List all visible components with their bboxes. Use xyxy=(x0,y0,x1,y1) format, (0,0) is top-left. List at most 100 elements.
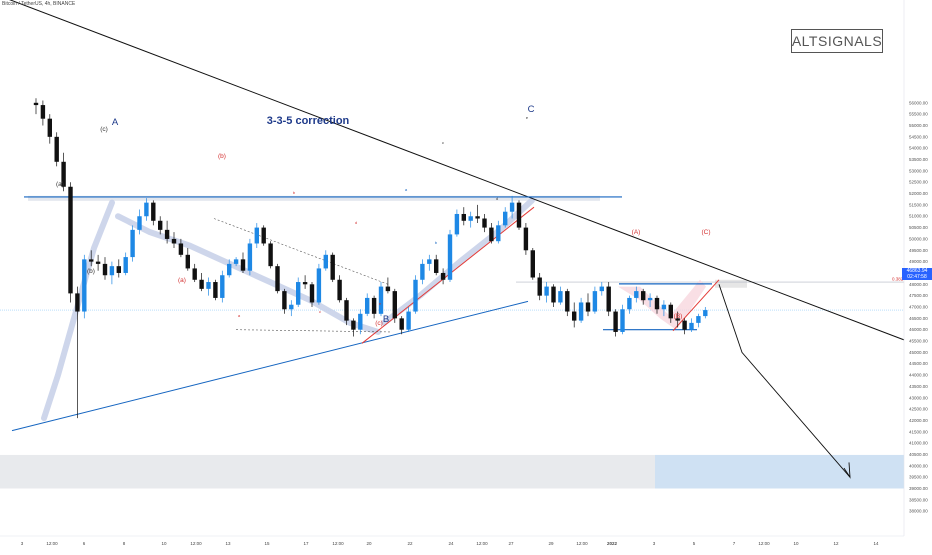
candle-body xyxy=(371,297,377,314)
candle-body xyxy=(392,291,397,319)
time-tick-label: 14 xyxy=(873,541,879,546)
candle-body xyxy=(641,291,646,301)
candle-body xyxy=(344,300,349,321)
time-tick-label: 27 xyxy=(508,541,514,546)
price-tick-label: 41500.00 xyxy=(909,429,928,434)
price-tick-label: 38000.00 xyxy=(909,509,928,514)
price-tick-label: 50500.00 xyxy=(909,225,928,230)
altsignals-logo: ALTSIGNALS xyxy=(791,29,883,53)
time-tick-label: 12 xyxy=(833,541,839,546)
candle-body xyxy=(275,266,280,292)
time-tick-label: 3 xyxy=(653,541,656,546)
c-target-box xyxy=(715,279,747,288)
candle-body xyxy=(213,282,218,298)
time-tick-label: 8 xyxy=(123,541,126,546)
candle-body xyxy=(606,286,611,312)
candle-body xyxy=(316,268,322,303)
time-tick-label: 20 xyxy=(366,541,372,546)
price-tick-label: 54500.00 xyxy=(909,134,928,139)
minor-wave-label: c xyxy=(319,309,321,314)
price-tick-label: 38500.00 xyxy=(909,497,928,502)
fib-level-label: 0.382 xyxy=(892,277,904,282)
wave-b-highlight xyxy=(115,213,381,335)
candle-body xyxy=(434,259,439,273)
price-tick-label: 42000.00 xyxy=(909,418,928,423)
candle-body xyxy=(613,311,618,332)
price-tick-label: 52000.00 xyxy=(909,191,928,196)
candle-body xyxy=(558,291,563,303)
candle-body xyxy=(689,322,694,330)
time-tick-label: 15 xyxy=(264,541,270,546)
time-tick-label: 17 xyxy=(303,541,309,546)
candle-body xyxy=(696,316,701,323)
time-tick-label: 6 xyxy=(83,541,86,546)
candle-body xyxy=(282,291,287,310)
time-tick-label: 7 xyxy=(733,541,736,546)
candle-body xyxy=(178,243,184,255)
candle-body xyxy=(40,105,46,119)
candle-body xyxy=(199,279,204,289)
time-tick-label: 12:00 xyxy=(46,541,58,546)
candle-body xyxy=(116,266,121,273)
candle-body xyxy=(227,263,232,276)
time-tick-label: 13 xyxy=(225,541,231,546)
candle-body xyxy=(330,254,335,280)
minor-wave-label: d xyxy=(355,220,357,225)
price-tick-label: 47500.00 xyxy=(909,293,928,298)
price-tick-label: 41000.00 xyxy=(909,441,928,446)
time-tick-label: 12:00 xyxy=(332,541,344,546)
time-tick-label: 12:00 xyxy=(190,541,202,546)
time-tick-label: 2022 xyxy=(607,541,618,546)
candle-body xyxy=(592,291,598,312)
price-tick-label: 44500.00 xyxy=(909,361,928,366)
wave-c-highlight xyxy=(381,197,535,326)
candle-body xyxy=(523,227,529,251)
candle-body xyxy=(144,202,149,217)
candle-body xyxy=(365,297,370,314)
candle-body xyxy=(496,225,501,242)
correction-title: 3-3-5 correction xyxy=(267,115,350,127)
candle-body xyxy=(268,243,273,267)
candle-body xyxy=(171,238,177,244)
minor-wave-label: a xyxy=(405,187,408,192)
sub-wave-label: (A) xyxy=(632,229,641,236)
time-tick-label: 12:00 xyxy=(476,541,488,546)
price-tick-label: 39000.00 xyxy=(909,486,928,491)
time-tick-label: 10 xyxy=(161,541,167,546)
candle-body xyxy=(351,320,356,330)
time-tick-label: 24 xyxy=(448,541,454,546)
red-c-line xyxy=(672,279,720,332)
price-tick-label: 45500.00 xyxy=(909,339,928,344)
last-price-value: 46863.94 xyxy=(906,268,928,274)
price-tick-label: 40000.00 xyxy=(909,463,928,468)
candle-body xyxy=(509,202,515,212)
major-wave-label: C xyxy=(528,104,535,115)
candle-body xyxy=(61,161,66,187)
price-tick-label: 46500.00 xyxy=(909,316,928,321)
candle-body xyxy=(565,291,570,312)
candle-body xyxy=(192,268,197,280)
sub-wave-label: (B) xyxy=(674,313,683,320)
candle-body xyxy=(461,213,466,221)
candle-body xyxy=(620,309,625,332)
candle-body xyxy=(185,254,190,269)
projection-arrowhead xyxy=(843,462,851,479)
candle-body xyxy=(585,302,591,312)
price-tick-label: 55500.00 xyxy=(909,112,928,117)
minor-wave-label: c xyxy=(442,140,444,145)
candle-body xyxy=(427,259,432,264)
last-price-countdown: 02:47:58 xyxy=(907,274,927,280)
sub-wave-label: (b) xyxy=(87,268,95,275)
sub-wave-label: (a) xyxy=(56,181,64,188)
price-tick-label: 50000.00 xyxy=(909,236,928,241)
candle-body xyxy=(33,102,39,106)
candle-body xyxy=(482,218,487,228)
candle-body xyxy=(123,257,128,273)
abc-highlight xyxy=(618,279,706,330)
candle-body xyxy=(296,282,301,305)
price-tick-label: 56000.00 xyxy=(909,100,928,105)
candle-body xyxy=(261,227,266,244)
target-zone-blue xyxy=(655,454,904,489)
